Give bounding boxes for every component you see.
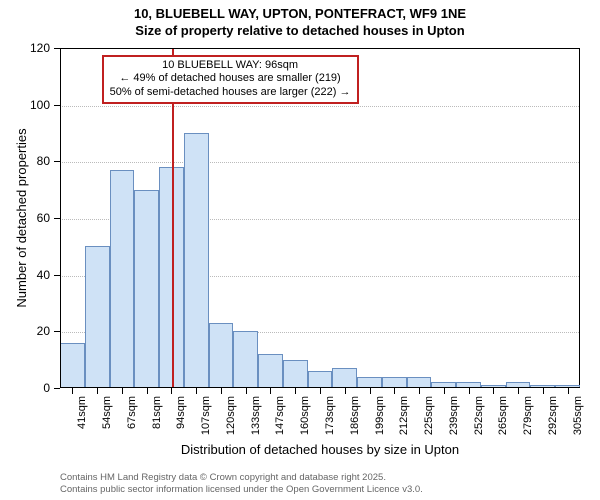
y-tick-label: 20: [37, 324, 60, 338]
plot-region: 10 BLUEBELL WAY: 96sqm← 49% of detached …: [60, 48, 580, 388]
callout-line: 10 BLUEBELL WAY: 96sqm: [110, 59, 351, 73]
x-tick-label: 199sqm: [374, 396, 386, 435]
y-axis-label: Number of detached properties: [14, 128, 29, 307]
y-axis: [60, 48, 61, 388]
x-tick-label: 279sqm: [522, 396, 534, 435]
x-tick: [518, 388, 519, 394]
chart-title-line1: 10, BLUEBELL WAY, UPTON, PONTEFRACT, WF9…: [0, 0, 600, 21]
x-tick: [493, 388, 494, 394]
x-tick: [345, 388, 346, 394]
x-tick-label: 212sqm: [398, 396, 410, 435]
histogram-bar: [308, 371, 333, 388]
x-tick: [370, 388, 371, 394]
x-tick: [270, 388, 271, 394]
x-tick-label: 133sqm: [250, 396, 262, 435]
x-tick: [147, 388, 148, 394]
y-tick-label: 0: [43, 381, 60, 395]
histogram-bar: [283, 360, 308, 388]
histogram-bar: [258, 354, 283, 388]
chart-area: 10 BLUEBELL WAY: 96sqm← 49% of detached …: [60, 48, 580, 388]
x-tick: [295, 388, 296, 394]
x-tick-label: 173sqm: [324, 396, 336, 435]
x-tick-label: 147sqm: [274, 396, 286, 435]
x-tick-label: 186sqm: [349, 396, 361, 435]
x-tick-label: 120sqm: [225, 396, 237, 435]
y-tick-label: 80: [37, 154, 60, 168]
x-tick-label: 239sqm: [448, 396, 460, 435]
x-tick: [469, 388, 470, 394]
y-tick-label: 120: [30, 41, 60, 55]
gridline: [60, 162, 579, 163]
y-tick-label: 60: [37, 211, 60, 225]
x-tick-label: 107sqm: [200, 396, 212, 435]
callout-line: 50% of semi-detached houses are larger (…: [110, 86, 351, 100]
histogram-bar: [209, 323, 234, 388]
x-tick-label: 54sqm: [101, 396, 113, 429]
x-tick-label: 252sqm: [473, 396, 485, 435]
attribution-line2: Contains public sector information licen…: [60, 484, 590, 496]
x-tick: [320, 388, 321, 394]
gridline: [60, 106, 579, 107]
x-tick-label: 81sqm: [151, 396, 163, 429]
x-tick-label: 292sqm: [547, 396, 559, 435]
attribution-block: Contains HM Land Registry data © Crown c…: [60, 472, 590, 496]
histogram-bar: [134, 190, 159, 388]
chart-root: 10, BLUEBELL WAY, UPTON, PONTEFRACT, WF9…: [0, 0, 600, 500]
x-tick: [122, 388, 123, 394]
x-tick: [246, 388, 247, 394]
histogram-bar: [184, 133, 209, 388]
x-tick-label: 305sqm: [572, 396, 584, 435]
x-tick: [419, 388, 420, 394]
x-tick-label: 225sqm: [423, 396, 435, 435]
chart-title-line2: Size of property relative to detached ho…: [0, 21, 600, 38]
x-tick: [196, 388, 197, 394]
x-tick: [444, 388, 445, 394]
x-tick: [72, 388, 73, 394]
x-tick-label: 67sqm: [126, 396, 138, 429]
histogram-bar: [110, 170, 135, 388]
x-tick: [394, 388, 395, 394]
x-tick: [171, 388, 172, 394]
histogram-bar: [85, 246, 110, 388]
x-tick: [568, 388, 569, 394]
x-tick-label: 94sqm: [175, 396, 187, 429]
x-tick: [97, 388, 98, 394]
callout-box: 10 BLUEBELL WAY: 96sqm← 49% of detached …: [102, 55, 359, 104]
x-axis-label: Distribution of detached houses by size …: [60, 442, 580, 457]
callout-line: ← 49% of detached houses are smaller (21…: [110, 72, 351, 86]
x-tick: [221, 388, 222, 394]
histogram-bar: [60, 343, 85, 388]
x-tick-label: 160sqm: [299, 396, 311, 435]
histogram-bar: [332, 368, 357, 388]
x-tick-label: 41sqm: [76, 396, 88, 429]
x-tick-label: 265sqm: [497, 396, 509, 435]
y-tick-label: 100: [30, 98, 60, 112]
histogram-bar: [233, 331, 258, 388]
x-tick: [543, 388, 544, 394]
y-tick-label: 40: [37, 268, 60, 282]
attribution-line1: Contains HM Land Registry data © Crown c…: [60, 472, 590, 484]
